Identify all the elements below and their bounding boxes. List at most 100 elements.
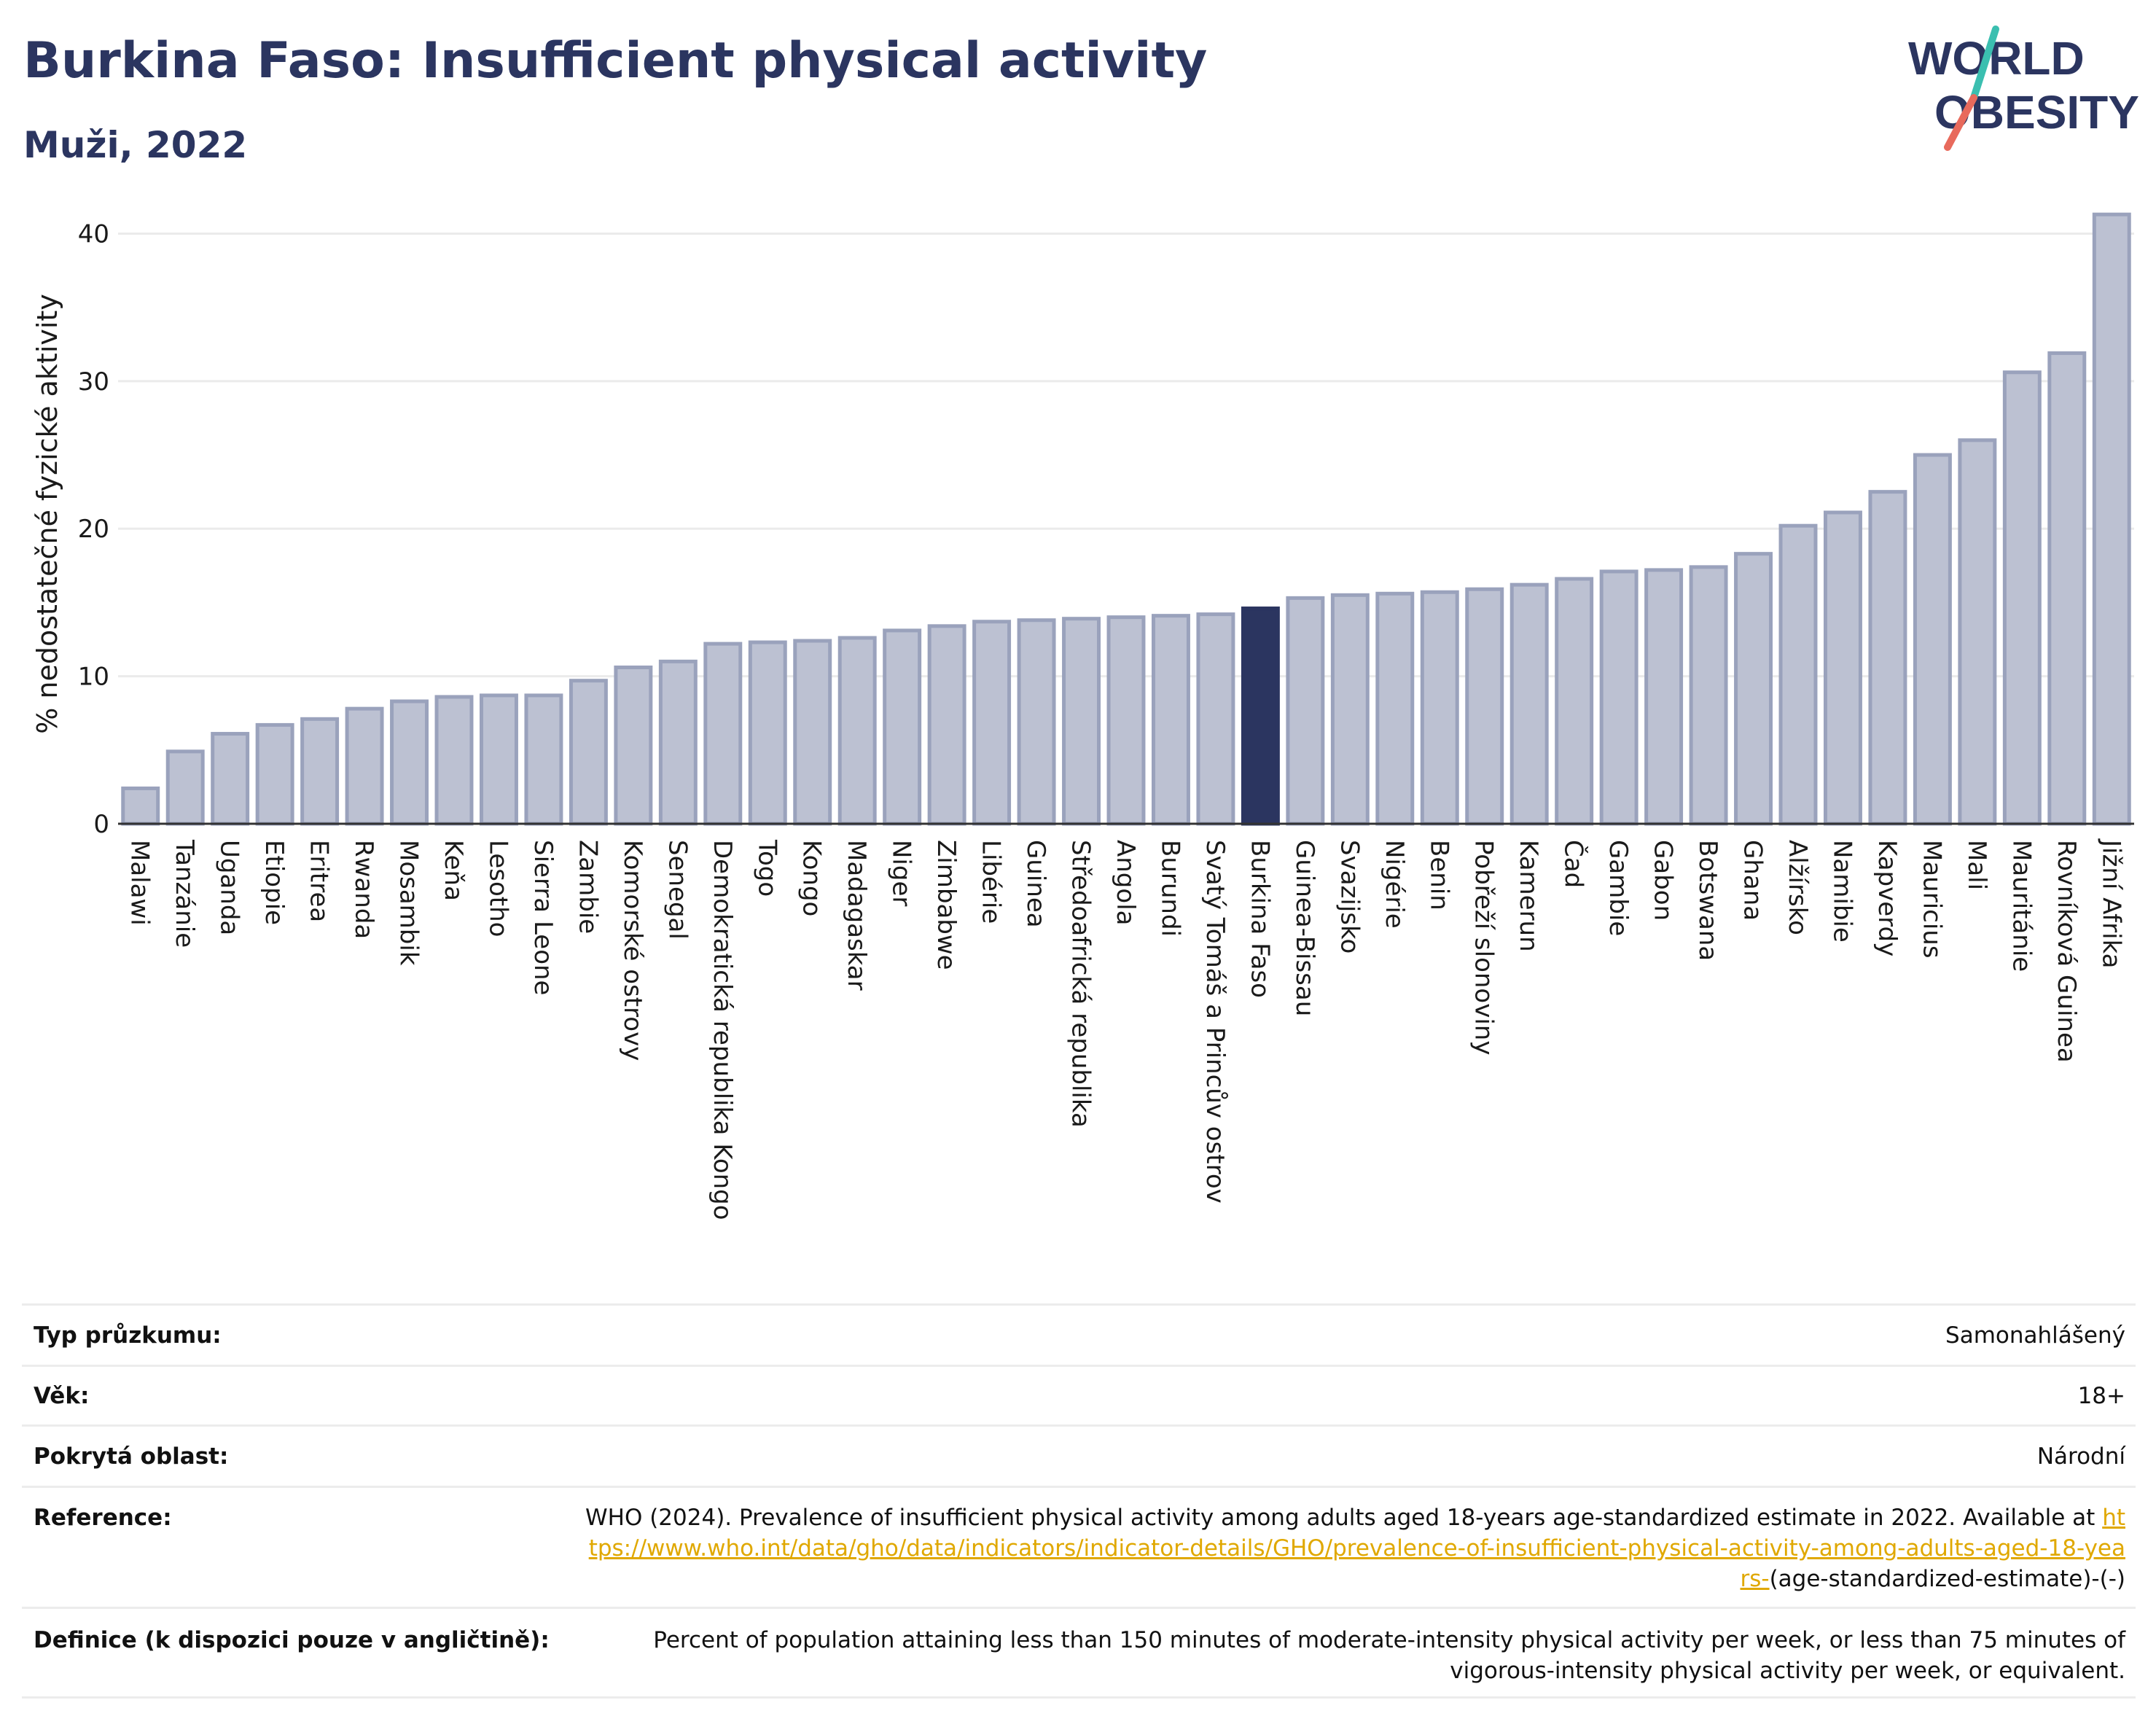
x-tick-label: Kapverdy: [1872, 840, 1902, 956]
info-row-age: Věk: 18+: [22, 1365, 2136, 1424]
bar: [1196, 612, 1235, 826]
bar: [1286, 596, 1325, 826]
info-row-area: Pokrytá oblast: Národní: [22, 1424, 2136, 1486]
x-tick-label: Uganda: [215, 840, 244, 935]
bar: [479, 693, 518, 826]
x-tick-label: Komorské ostrovy: [618, 840, 647, 1061]
x-tick-label: Sierra Leone: [528, 840, 558, 995]
reference-suffix: (age-standardized-estimate)-(-): [1769, 1566, 2125, 1592]
x-tick-label: Togo: [752, 839, 781, 897]
world-obesity-logo: WORLD OBESITY: [1908, 26, 2139, 151]
x-tick-label: Libérie: [977, 840, 1006, 924]
info-row-reference: Reference: WHO (2024). Prevalence of ins…: [22, 1486, 2136, 1607]
bar: [972, 620, 1012, 826]
x-tick-label: Botswana: [1693, 840, 1722, 961]
bar: [2047, 351, 2087, 826]
bar: [255, 722, 294, 826]
reference-link[interactable]: https://www.who.int/data/gho/data/indica…: [588, 1505, 2125, 1592]
x-tick-label: Mauritánie: [2007, 840, 2036, 972]
x-tick-label: Gabon: [1649, 840, 1678, 921]
bar: [748, 640, 787, 826]
info-value: Percent of population attaining less tha…: [653, 1627, 2125, 1684]
x-tick-label: Ghana: [1738, 840, 1768, 921]
x-tick-label: Tanzánie: [170, 839, 199, 948]
logo-slash-coral: [1944, 94, 1977, 151]
bar: [1330, 593, 1370, 826]
x-tick-label: Mauricius: [1917, 840, 1946, 959]
x-tick-label: Keňa: [439, 840, 468, 901]
x-tick-label: Středoafrická republika: [1066, 840, 1095, 1128]
bar: [121, 786, 160, 826]
y-tick-label: 0: [93, 810, 109, 839]
x-tick-label: Lesotho: [483, 840, 512, 937]
y-tick-label: 20: [78, 515, 109, 544]
bar: [1913, 453, 1952, 826]
x-tick-label: Mosambik: [394, 840, 423, 966]
bar: [1375, 591, 1415, 826]
bar: [614, 665, 653, 826]
bar-chart: 0 10 20 30 40 % nedostatečné fyzické aktivity…: [31, 212, 2134, 1220]
y-axis-title: % nedostatečné fyzické aktivity: [31, 294, 63, 734]
bar: [837, 636, 877, 826]
info-value: 18+: [2077, 1382, 2125, 1409]
x-tick-label: Senegal: [663, 840, 692, 940]
x-tick-label: Etiopie: [259, 840, 289, 925]
bar: [1509, 582, 1549, 826]
bar: [569, 679, 608, 826]
bar: [1151, 614, 1190, 826]
info-row-definition: Definice (k dispozici pouze v angličtině…: [22, 1607, 2136, 1699]
y-tick-label: 30: [78, 367, 109, 397]
bar: [703, 642, 743, 826]
info-label: Typ průzkumu:: [34, 1322, 222, 1349]
x-tick-label: Svatý Tomáš a Princův ostrov: [1200, 840, 1230, 1204]
info-table: Typ průzkumu: Samonahlášený Věk: 18+ Pok…: [22, 1303, 2136, 1699]
bar: [1689, 565, 1728, 826]
info-label: Pokrytá oblast:: [34, 1443, 229, 1470]
info-label: Věk:: [34, 1382, 90, 1409]
bar: [883, 628, 922, 826]
x-tick-label: Nigérie: [1380, 840, 1409, 929]
bar: [1465, 587, 1504, 826]
x-tick-label: Burkina Faso: [1245, 840, 1274, 998]
chart-title: Burkina Faso: Insufficient physical acti…: [23, 32, 1208, 90]
x-tick-label: Čad: [1559, 840, 1589, 888]
bar: [345, 706, 384, 826]
bar: [1017, 618, 1056, 826]
bar: [1106, 615, 1146, 826]
x-tick-label: Eritrea: [305, 840, 334, 922]
bar: [2002, 370, 2042, 826]
bar: [927, 624, 966, 826]
x-tick-label: Mali: [1962, 840, 1991, 890]
x-tick-label: Madagaskar: [842, 840, 871, 991]
bar: [1599, 569, 1639, 826]
x-tick-label: Niger: [887, 840, 916, 906]
x-tick-label: Rwanda: [349, 840, 378, 939]
x-tick-label: Svazijsko: [1335, 840, 1364, 954]
x-tick-label: Namibie: [1827, 840, 1856, 943]
logo-line1: WORLD: [1908, 32, 2085, 85]
x-tick-label: Kongo: [797, 840, 827, 916]
x-tick-label: Zimbabwe: [931, 840, 961, 970]
bar: [1958, 438, 1997, 826]
x-tick-label: Gambie: [1604, 840, 1633, 936]
x-tick-label: Zambie: [573, 840, 602, 934]
x-tick-label: Guinea-Bissau: [1290, 840, 1319, 1016]
x-tick-label: Demokratická republika Kongo: [708, 840, 737, 1220]
bar: [390, 699, 429, 826]
x-tick-label: Malawi: [125, 840, 155, 926]
x-tick-label: Benin: [1424, 840, 1453, 911]
y-tick-label: 10: [78, 663, 109, 692]
info-label: Reference:: [34, 1505, 172, 1531]
bar: [1420, 590, 1459, 826]
bar: [1555, 577, 1594, 826]
bar: [524, 693, 563, 826]
bar: [1868, 490, 1907, 826]
bar: [1241, 607, 1280, 826]
reference-prefix: WHO (2024). Prevalence of insufficient p…: [585, 1505, 2096, 1531]
info-value: Samonahlášený: [1945, 1322, 2125, 1349]
bar: [165, 749, 205, 826]
bar: [1062, 617, 1101, 826]
bar: [658, 659, 698, 826]
info-value: Národní: [2036, 1443, 2125, 1470]
x-tick-label: Burundi: [1155, 840, 1184, 937]
